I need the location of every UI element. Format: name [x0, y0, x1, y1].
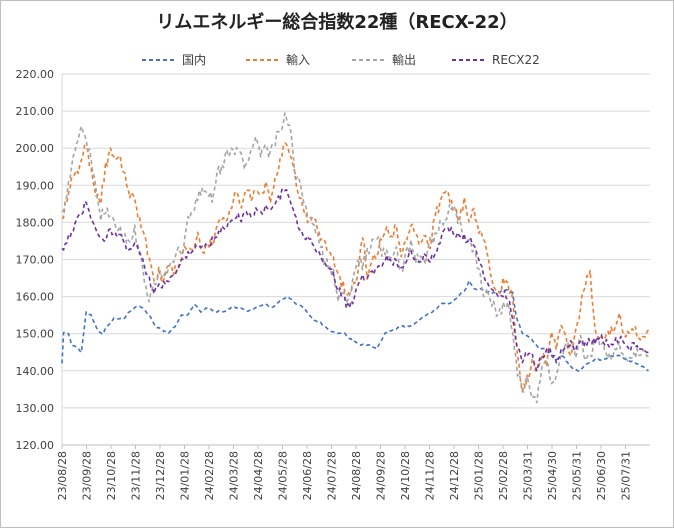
legend-label: 国内 — [182, 53, 206, 67]
x-tick-label: 25/02/28 — [497, 451, 510, 500]
x-tick-label: 25/01/28 — [473, 451, 486, 500]
x-tick-label: 24/11/28 — [424, 451, 437, 500]
x-tick-label: 25/06/30 — [595, 451, 608, 500]
chart-title: リムエネルギー総合指数22種（RECX-22） — [156, 12, 518, 33]
x-tick-label: 25/03/31 — [522, 451, 535, 500]
x-tick-label: 23/10/28 — [105, 451, 118, 500]
y-tick-label: 130.00 — [16, 402, 55, 415]
y-tick-label: 200.00 — [16, 142, 55, 155]
x-tick-label: 24/03/28 — [228, 451, 241, 500]
y-tick-label: 170.00 — [16, 254, 55, 267]
x-tick-label: 23/12/28 — [154, 451, 167, 500]
legend-label: 輸入 — [286, 52, 310, 67]
y-tick-label: 140.00 — [16, 365, 55, 378]
series-line-2 — [61, 112, 649, 404]
x-tick-label: 25/04/30 — [546, 451, 559, 500]
y-tick-label: 220.00 — [16, 68, 55, 81]
x-tick-label: 25/05/31 — [571, 451, 584, 500]
y-tick-label: 190.00 — [16, 179, 55, 192]
y-tick-label: 210.00 — [16, 105, 55, 118]
series-lines — [61, 112, 650, 404]
y-axis: 120.00 130.00 140.00 150.00 160.00 170.00 180.… — [16, 68, 55, 452]
x-tick-label: 24/06/28 — [301, 451, 314, 500]
x-tick-label: 24/10/28 — [399, 451, 412, 500]
x-tick-label: 23/09/28 — [81, 451, 94, 500]
x-axis: 23/08/28 23/09/28 23/10/28 23/11/28 23/12/28… — [56, 445, 633, 500]
x-tick-label: 23/11/28 — [130, 451, 143, 500]
x-tick-label: 23/08/28 — [56, 451, 69, 500]
x-tick-label: 25/07/31 — [620, 451, 633, 500]
series-line-3 — [61, 187, 649, 372]
x-tick-label: 24/01/28 — [179, 451, 192, 500]
x-tick-label: 24/04/28 — [252, 451, 265, 500]
x-tick-label: 24/09/28 — [375, 451, 388, 500]
x-tick-label: 24/08/28 — [350, 451, 363, 500]
x-tick-label: 24/02/28 — [203, 451, 216, 500]
legend-label: 輸出 — [392, 52, 416, 67]
y-tick-label: 180.00 — [16, 216, 55, 229]
x-tick-label: 24/12/28 — [448, 451, 461, 500]
y-tick-label: 150.00 — [16, 328, 55, 341]
x-tick-label: 24/07/28 — [326, 451, 339, 500]
y-tick-label: 120.00 — [16, 439, 55, 452]
y-tick-label: 160.00 — [16, 291, 55, 304]
legend-label: RECX22 — [492, 53, 540, 67]
series-line-0 — [61, 279, 649, 372]
legend: 国内 輸入 輸出 RECX22 — [142, 52, 540, 67]
x-tick-label: 24/05/28 — [277, 451, 290, 500]
